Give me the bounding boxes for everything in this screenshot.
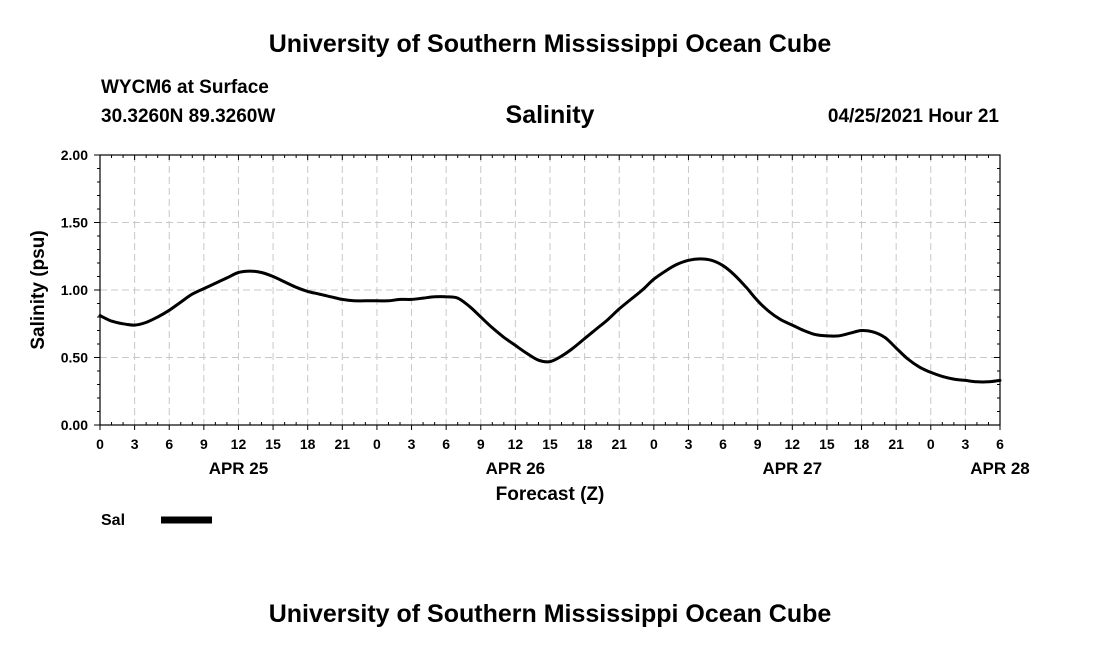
date-label: APR 25 (209, 459, 269, 478)
x-tick-label: 12 (785, 436, 801, 452)
plot-frame (99, 154, 1001, 426)
x-tick-label: 6 (442, 436, 450, 452)
x-tick-label: 15 (542, 436, 558, 452)
series-line-sal (98, 257, 1002, 384)
date-label: APR 27 (763, 459, 823, 478)
x-tick-label: 9 (477, 436, 485, 452)
x-tick-label: 3 (131, 436, 139, 452)
salinity-chart: 0 3 6 9 12 15 18 21 0 3 6 9 12 15 18 21 0 3 6 9 12 15 18 21 0 3 6 0… (28, 147, 1030, 529)
station-label: WYCM6 at Surface (101, 77, 269, 98)
x-tick-label: 18 (300, 436, 316, 452)
y-tick-label: 0.00 (61, 417, 88, 433)
x-tick-label: 12 (231, 436, 247, 452)
x-tick-label: 21 (611, 436, 627, 452)
x-tick-label: 12 (508, 436, 524, 452)
x-tick-label: 15 (265, 436, 281, 452)
timestamp: 04/25/2021 Hour 21 (827, 106, 999, 127)
bottom-title: University of Southern Mississippi Ocean… (268, 600, 832, 628)
x-tick-label: 21 (335, 436, 351, 452)
y-tick-label: 0.50 (61, 350, 88, 366)
labels-layer: 0 3 6 9 12 15 18 21 0 3 6 9 12 15 18 21 0 3 6 9 12 15 18 21 0 3 6 0… (61, 147, 1030, 478)
y-tick-label: 2.00 (61, 147, 88, 163)
x-tick-label: 6 (719, 436, 727, 452)
x-tick-label: 6 (165, 436, 173, 452)
y-axis-title: Salinity (psu) (28, 230, 49, 349)
y-tick-label: 1.50 (61, 215, 88, 231)
ticks-layer (94, 154, 1001, 430)
x-tick-label: 9 (754, 436, 762, 452)
date-label: APR 28 (970, 459, 1030, 478)
x-tick-label: 6 (996, 436, 1004, 452)
x-tick-label: 15 (819, 436, 835, 452)
x-tick-label: 18 (854, 436, 870, 452)
date-label: APR 26 (486, 459, 546, 478)
legend-label: Sal (101, 512, 125, 529)
x-tick-label: 9 (200, 436, 208, 452)
grid-layer (100, 155, 1000, 425)
x-tick-label: 21 (888, 436, 904, 452)
x-tick-label: 0 (650, 436, 658, 452)
y-tick-label: 1.00 (61, 282, 88, 298)
x-tick-label: 0 (927, 436, 935, 452)
station-coords: 30.3260N 89.3260W (101, 106, 276, 127)
x-axis-title: Forecast (Z) (496, 484, 605, 505)
chart-title: Salinity (505, 101, 595, 129)
x-tick-label: 3 (408, 436, 416, 452)
x-tick-label: 18 (577, 436, 593, 452)
series-layer (98, 257, 1002, 384)
x-tick-label: 0 (373, 436, 381, 452)
top-title: University of Southern Mississippi Ocean… (268, 30, 832, 58)
x-tick-label: 3 (685, 436, 693, 452)
x-tick-label: 0 (96, 436, 104, 452)
x-tick-label: 3 (961, 436, 969, 452)
